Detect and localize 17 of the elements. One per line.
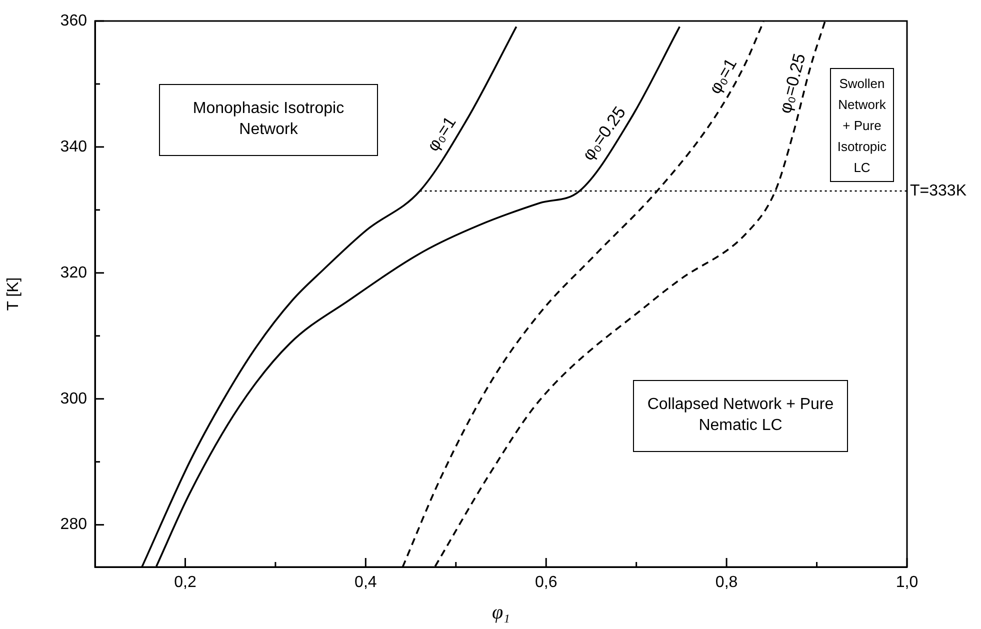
y-axis-title: T [K] [5,277,22,311]
y-tick-label: 360 [60,12,88,30]
label-box: Swollen Network + Pure Isotropic LC [830,68,894,182]
y-tick-label: 340 [60,138,88,156]
label-box: Monophasic Isotropic Network [159,84,378,156]
y-tick-label: 300 [60,390,88,408]
x-tick-label: 0,6 [534,574,558,592]
y-tick-label: 280 [60,516,88,534]
x-tick-label: 0,4 [354,574,377,592]
ref-line-label: T=333K [910,182,967,200]
y-tick-label: 320 [60,264,88,282]
x-tick-label: 1,0 [896,574,918,592]
x-tick-label: 0,2 [174,574,196,592]
label-box: Collapsed Network + Pure Nematic LC [633,380,848,452]
x-axis-title: φ₁ [492,601,510,624]
x-tick-label: 0,8 [715,574,738,592]
text: φ₀=0.25 [776,52,810,116]
